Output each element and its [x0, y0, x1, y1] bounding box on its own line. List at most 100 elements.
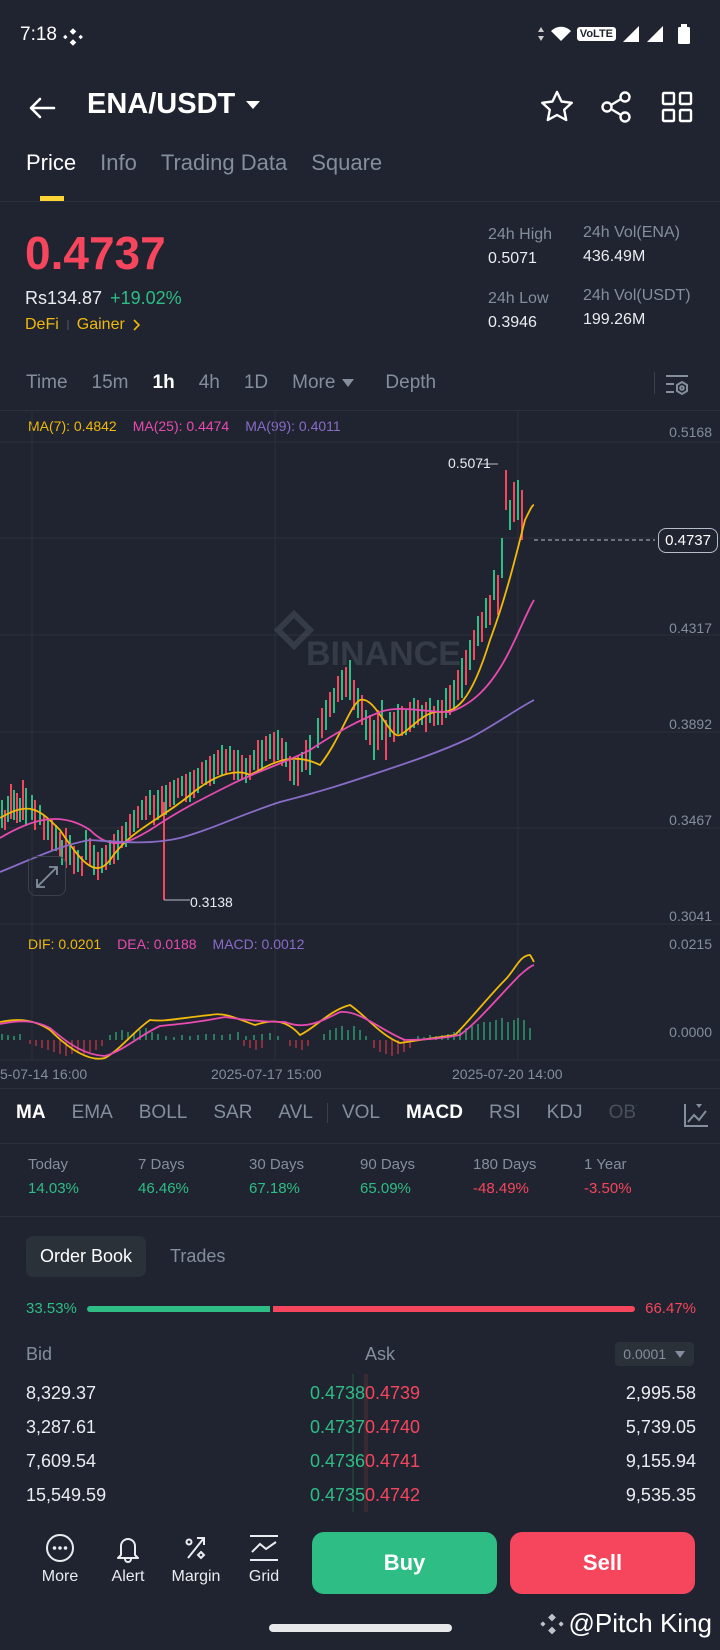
y-axis-label: 0.3467	[669, 812, 712, 828]
macd-value: MACD: 0.0012	[212, 936, 305, 952]
pair-selector[interactable]: ENA/USDT	[87, 88, 261, 121]
bottom-action-bar: More Alert Margin Grid	[0, 1530, 720, 1604]
interval-depth[interactable]: Depth	[385, 372, 437, 393]
macd-axis-label: 0.0000	[669, 1024, 712, 1040]
precision-select[interactable]: 0.0001	[615, 1342, 694, 1366]
alert-button[interactable]: Alert	[104, 1532, 152, 1586]
pair-title: ENA/USDT	[87, 88, 236, 120]
creator-watermark: @Pitch King	[539, 1608, 712, 1639]
ask-ratio: 66.47%	[645, 1300, 696, 1317]
stat-value: 0.3946	[488, 314, 537, 331]
ma7-value: MA(7): 0.4842	[28, 418, 117, 434]
y-axis-label: 0.3892	[669, 716, 712, 732]
order-book-row[interactable]: 15,549.59 0.4735 0.4742 9,535.35	[26, 1485, 696, 1519]
caret-down-icon	[675, 1351, 685, 1358]
header: ENA/USDT	[0, 72, 720, 144]
order-book-row[interactable]: 7,609.54 0.4736 0.4741 9,155.94	[26, 1451, 696, 1485]
candlestick-chart[interactable]: BINANCE 0.5071 0.3138	[0, 410, 720, 1090]
interval-more[interactable]: More	[292, 372, 336, 393]
ma25-value: MA(25): 0.4474	[132, 418, 230, 434]
status-icons: VoLTE	[537, 24, 690, 44]
indicator-ma[interactable]: MA	[16, 1102, 46, 1123]
tab-price[interactable]: Price	[26, 150, 77, 175]
tag-defi[interactable]: DeFi	[25, 316, 59, 333]
order-book-tabs: Order Book Trades	[26, 1236, 239, 1277]
bid-ask-ratio: 33.53% 66.47%	[26, 1300, 696, 1317]
indicator-vol[interactable]: VOL	[341, 1102, 380, 1123]
bid-qty: 7,609.54	[26, 1451, 97, 1471]
high-marker: 0.5071	[448, 455, 491, 471]
tab-trades[interactable]: Trades	[170, 1246, 226, 1266]
star-icon[interactable]	[538, 88, 576, 126]
stat-label: 24h Vol(USDT)	[583, 287, 691, 304]
indicator-boll[interactable]: BOLL	[138, 1102, 188, 1123]
tag-separator	[66, 320, 69, 330]
y-axis-label: 0.5168	[669, 424, 712, 440]
stat-value: 0.5071	[488, 250, 537, 267]
order-book-row[interactable]: 8,329.37 0.4738 0.4739 2,995.58	[26, 1383, 696, 1417]
volte-badge: VoLTE	[576, 27, 616, 41]
indicator-macd[interactable]: MACD	[405, 1102, 463, 1123]
stat-label: 24h Vol(ENA)	[583, 224, 680, 241]
indicator-rsi[interactable]: RSI	[488, 1102, 521, 1123]
watermark-text: @Pitch King	[568, 1608, 712, 1638]
interval-15m[interactable]: 15m	[91, 372, 129, 393]
buy-button[interactable]: Buy	[312, 1532, 497, 1594]
grid-button[interactable]: Grid	[240, 1532, 288, 1586]
bid-qty: 3,287.61	[26, 1417, 97, 1437]
home-indicator[interactable]	[269, 1624, 452, 1632]
indicator-sar[interactable]: SAR	[213, 1102, 253, 1123]
sell-button[interactable]: Sell	[510, 1532, 695, 1594]
ask-qty: 9,155.94	[625, 1451, 696, 1471]
divider	[326, 1103, 328, 1123]
ask-price: 0.4739	[365, 1383, 421, 1403]
binance-watermark: BINANCE	[273, 609, 461, 673]
margin-button[interactable]: Margin	[166, 1532, 226, 1586]
bid-ratio: 33.53%	[26, 1300, 77, 1317]
share-icon[interactable]	[598, 88, 636, 126]
ma-legend: MA(7): 0.4842 MA(25): 0.4474 MA(99): 0.4…	[28, 418, 341, 434]
chart-settings-icon[interactable]	[662, 370, 692, 400]
fiat-price: Rs134.87	[25, 288, 103, 308]
perf-label: 30 Days	[249, 1156, 305, 1173]
interval-1h[interactable]: 1h	[152, 372, 175, 393]
tab-trading-data[interactable]: Trading Data	[160, 150, 288, 175]
interval-4h[interactable]: 4h	[198, 372, 220, 393]
bid-price: 0.4738	[309, 1383, 365, 1403]
indicator-avl[interactable]: AVL	[278, 1102, 313, 1123]
more-dots-icon	[46, 1534, 74, 1562]
perf-value: 14.03%	[28, 1180, 79, 1197]
expand-icon	[36, 866, 58, 888]
tab-square[interactable]: Square	[311, 150, 383, 175]
fiat-row: Rs134.87 +19.02%	[25, 288, 182, 309]
stat-24h-low: 24h Low 0.3946	[488, 290, 549, 332]
divider	[0, 1088, 720, 1089]
divider	[0, 410, 720, 411]
fullscreen-button[interactable]	[28, 856, 66, 896]
macd-axis-label: 0.0215	[669, 936, 712, 952]
interval-time[interactable]: Time	[26, 372, 68, 393]
more-button[interactable]: More	[36, 1532, 84, 1586]
svg-text:BINANCE: BINANCE	[306, 635, 461, 673]
interval-1d[interactable]: 1D	[243, 372, 269, 393]
back-arrow-icon[interactable]	[24, 90, 60, 126]
indicator-obv[interactable]: OBV	[608, 1102, 637, 1123]
bid-price: 0.4737	[309, 1417, 365, 1437]
indicator-ema[interactable]: EMA	[71, 1102, 113, 1123]
ma99-value: MA(99): 0.4011	[245, 418, 341, 434]
tab-order-book[interactable]: Order Book	[26, 1236, 147, 1277]
caret-down-icon	[246, 100, 261, 109]
order-book-row[interactable]: 3,287.61 0.4737 0.4740 5,739.05	[26, 1417, 696, 1451]
perf-label: 1 Year	[584, 1156, 627, 1173]
indicator-settings-icon[interactable]	[682, 1102, 710, 1130]
grid-layout-icon[interactable]	[658, 88, 696, 126]
ratio-ask-bar	[272, 1305, 636, 1312]
last-price: 0.4737	[25, 227, 166, 279]
perf-label: Today	[28, 1156, 69, 1173]
ask-qty: 2,995.58	[625, 1383, 696, 1403]
tab-info[interactable]: Info	[100, 150, 137, 175]
divider	[0, 1216, 720, 1217]
indicator-kdj[interactable]: KDJ	[546, 1102, 583, 1123]
performance-row: Today 14.03% 7 Days 46.46% 30 Days 67.18…	[28, 1156, 695, 1197]
tag-gainer[interactable]: Gainer	[76, 316, 125, 333]
